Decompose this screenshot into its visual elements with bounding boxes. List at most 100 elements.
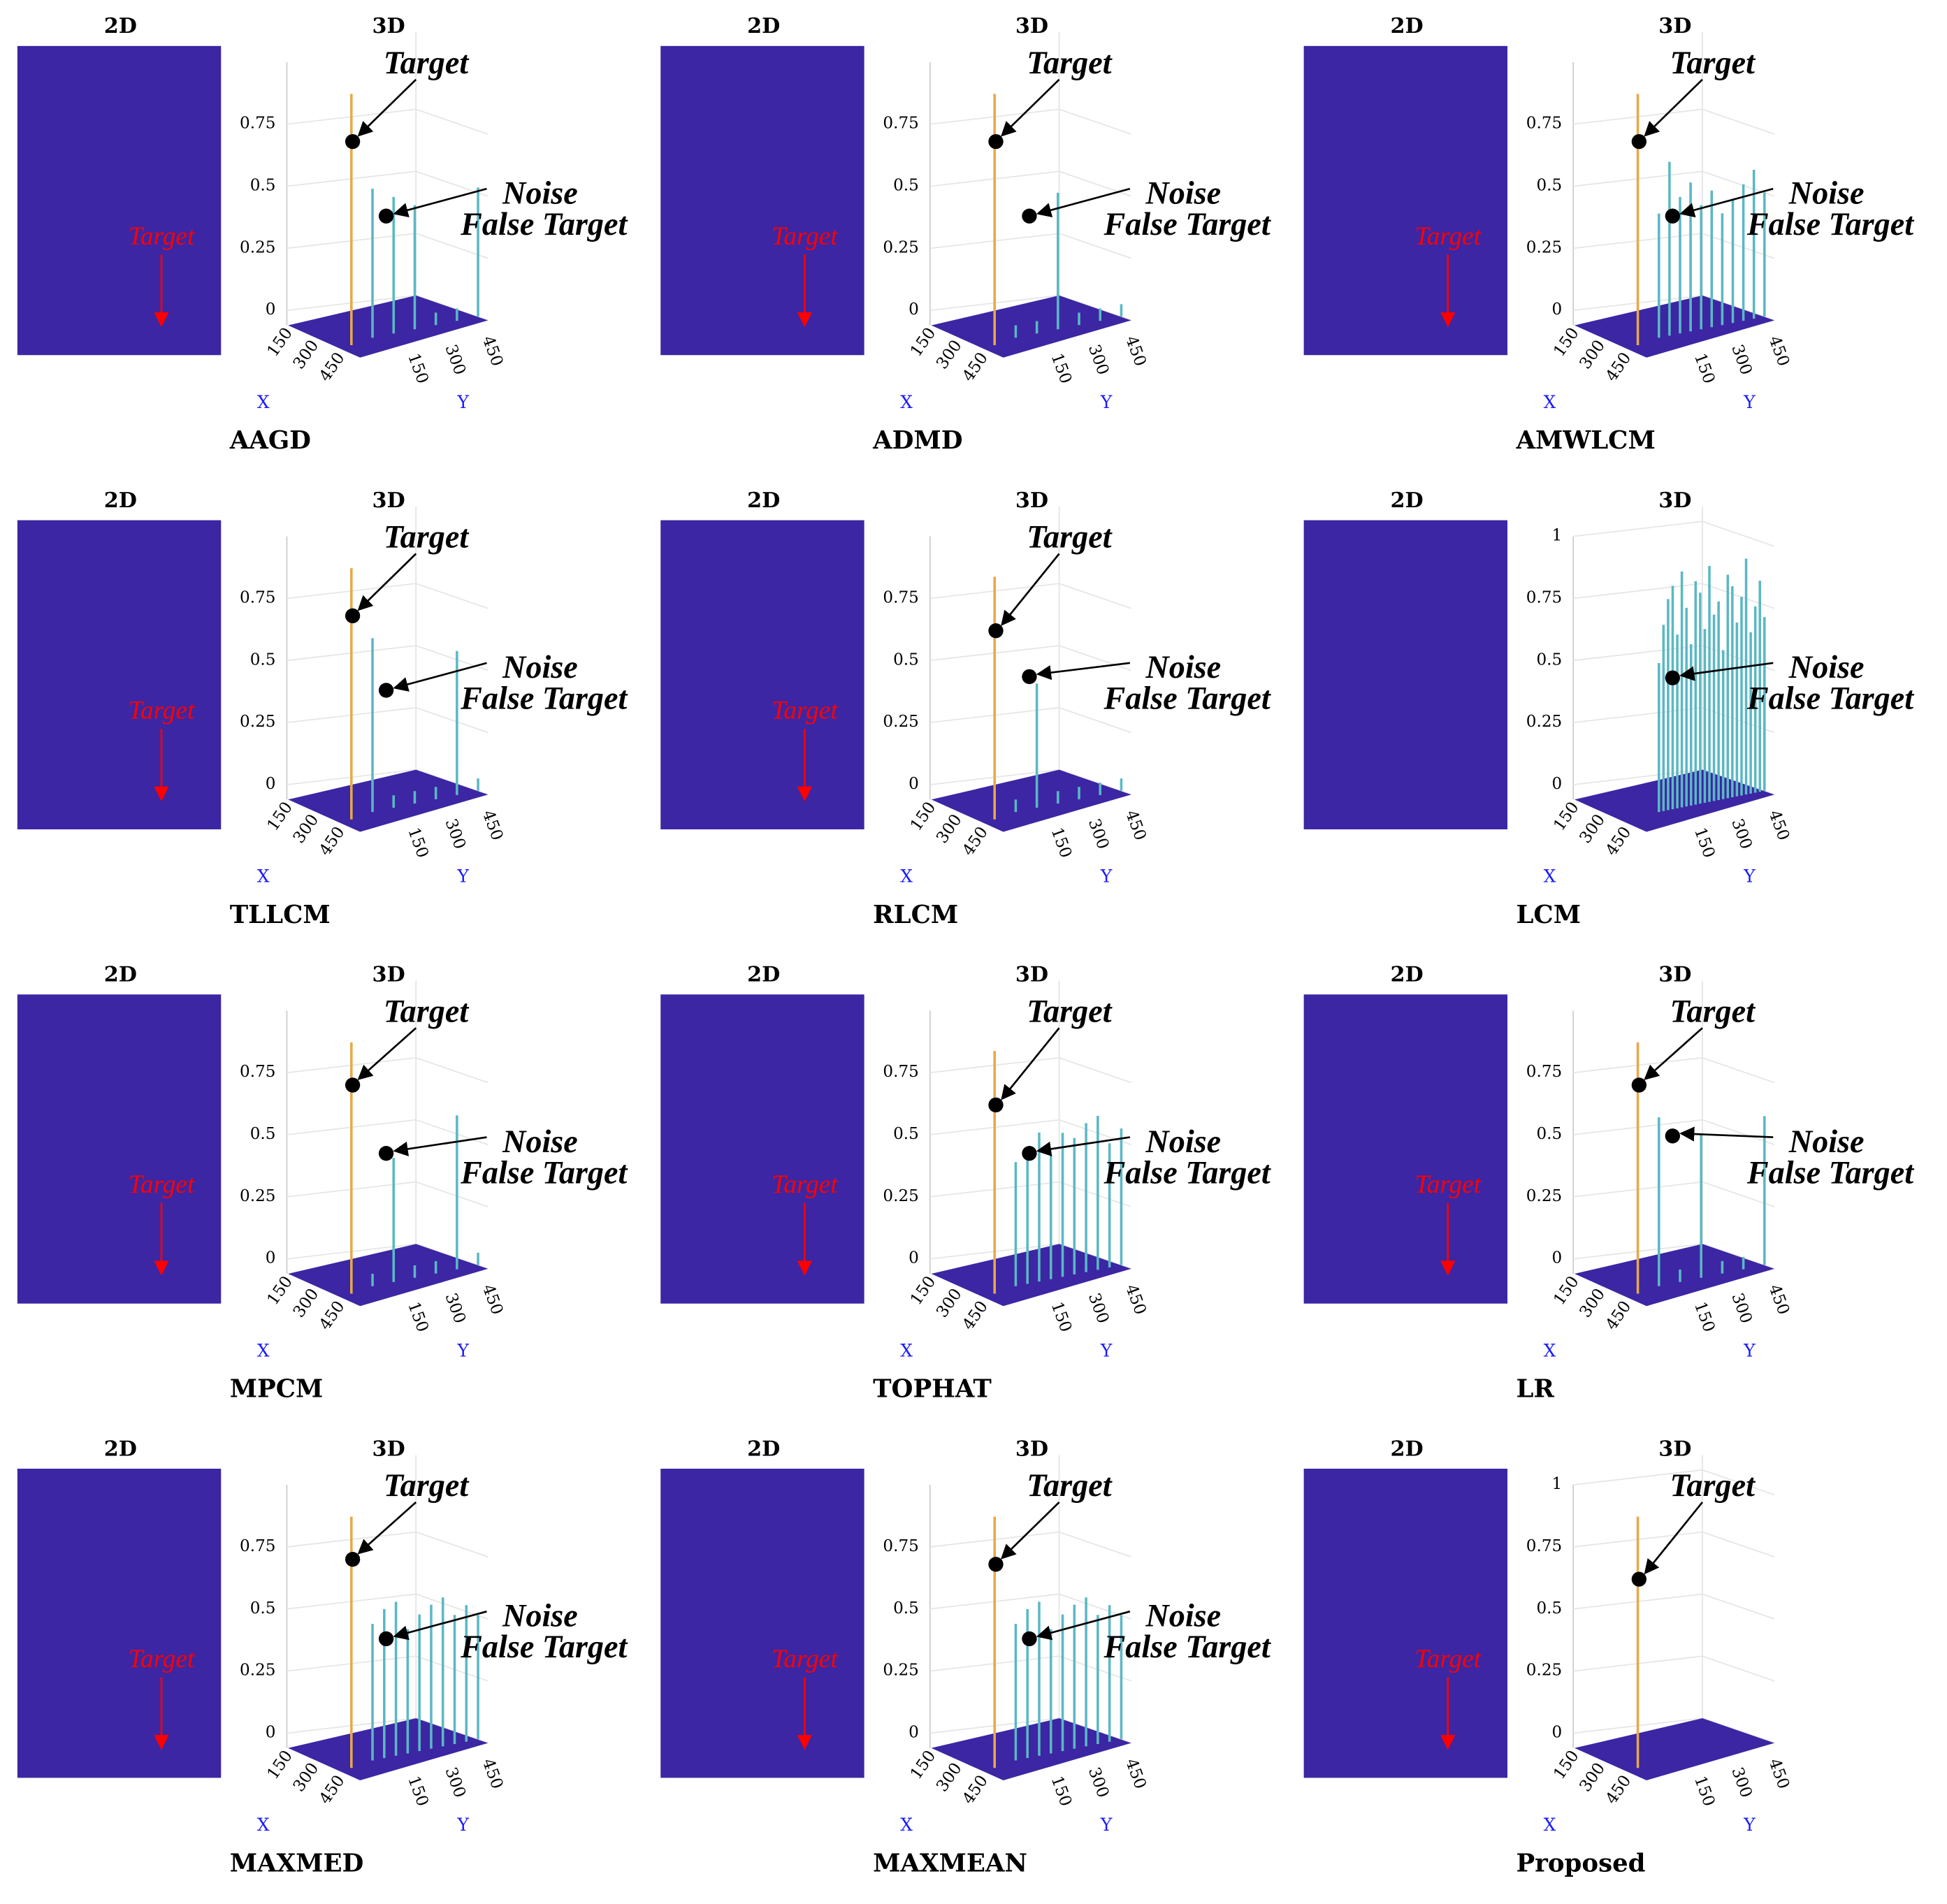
noise-marker <box>378 683 394 698</box>
target-marker <box>345 133 361 150</box>
noise-label: Noise <box>1788 649 1865 685</box>
x-tick-label: 450 <box>1602 1772 1635 1808</box>
noise-marker <box>1022 669 1037 685</box>
grid-line <box>1573 1181 1775 1207</box>
x-axis-label: X <box>900 1815 913 1835</box>
y-tick-label: 150 <box>1048 351 1076 386</box>
z-tick-label: 0.5 <box>250 177 276 195</box>
false-target-label: False Target <box>1746 1154 1914 1190</box>
x-tick-label: 150 <box>907 1273 940 1309</box>
noise-marker <box>378 1146 394 1161</box>
y-axis-label: Y <box>1743 1815 1756 1835</box>
x-tick-label: 150 <box>263 324 296 360</box>
x-tick-label: 450 <box>316 824 349 859</box>
target-label: Target <box>384 45 470 80</box>
grid-line <box>929 583 1131 609</box>
x-tick-label: 150 <box>1550 799 1583 834</box>
x-axis-label: X <box>900 866 913 887</box>
grid-line <box>1573 1655 1775 1682</box>
z-tick-label: 0 <box>266 300 276 319</box>
x-tick-label: 300 <box>290 1286 323 1321</box>
target-marker <box>988 133 1004 150</box>
grid-line <box>929 1655 1131 1682</box>
x-tick-label: 450 <box>959 1298 992 1333</box>
x-tick-label: 300 <box>933 1759 966 1795</box>
floor <box>288 769 488 832</box>
target-pointer <box>1001 553 1060 626</box>
noise-label: Noise <box>1145 1124 1221 1159</box>
floor <box>288 1244 488 1307</box>
y-tick-label: 450 <box>1765 333 1793 368</box>
false-target-label: False Target <box>1103 1629 1271 1664</box>
image-target-label: Target <box>129 1645 196 1673</box>
floor <box>1574 1718 1775 1780</box>
method-name: MAXMED <box>230 1849 364 1877</box>
z-tick-label: 0.75 <box>1526 1063 1562 1081</box>
x-axis-label: X <box>1544 1340 1556 1360</box>
grid-line <box>929 108 1131 135</box>
z-tick-label: 0.25 <box>240 1187 275 1205</box>
y-tick-label: 300 <box>441 817 469 852</box>
z-tick-label: 0 <box>1552 300 1563 319</box>
z-tick-label: 0 <box>909 1723 919 1741</box>
y-tick-label: 300 <box>441 1765 469 1800</box>
x-axis-label: X <box>900 1340 913 1360</box>
z-tick-label: 0.25 <box>883 238 918 256</box>
x-tick-label: 450 <box>316 1298 349 1333</box>
x-tick-label: 150 <box>263 799 296 834</box>
x-axis-label: X <box>1544 1815 1556 1835</box>
y-axis-label: Y <box>457 392 470 412</box>
noise-pointer <box>1036 1611 1131 1641</box>
y-tick-label: 150 <box>404 1300 432 1335</box>
noise-label: Noise <box>1788 175 1865 210</box>
y-tick-label: 150 <box>404 825 432 860</box>
y-tick-label: 300 <box>441 1291 469 1325</box>
false-target-label: False Target <box>1103 681 1271 716</box>
false-target-label: False Target <box>1746 681 1914 716</box>
grid-line <box>929 1056 1131 1084</box>
x-tick-label: 450 <box>1602 824 1635 859</box>
y-tick-label: 150 <box>1048 825 1076 860</box>
y-tick-label: 150 <box>1691 1300 1718 1335</box>
x-tick-label: 150 <box>1550 1273 1583 1309</box>
noise-marker <box>1022 1146 1037 1161</box>
target-pointer <box>357 78 417 137</box>
false-target-label: False Target <box>460 206 628 242</box>
x-tick-label: 150 <box>907 1747 940 1783</box>
y-axis-label: Y <box>1743 866 1756 887</box>
x-tick-label: 150 <box>1550 324 1583 360</box>
target-label: Target <box>1670 45 1756 80</box>
x-axis-label: X <box>1544 866 1556 887</box>
grid-line <box>287 170 488 197</box>
grid-line <box>287 645 488 671</box>
target-label: Target <box>384 993 470 1029</box>
y-tick-label: 300 <box>1728 1291 1756 1325</box>
z-tick-label: 0.5 <box>250 1599 276 1618</box>
y-tick-label: 150 <box>1691 1773 1718 1808</box>
y-tick-label: 150 <box>404 351 432 386</box>
target-label: Target <box>1670 1467 1756 1503</box>
y-axis-label: Y <box>1100 866 1113 887</box>
y-tick-label: 150 <box>1048 1300 1076 1335</box>
image-header: 2D <box>104 963 137 987</box>
false-target-label: False Target <box>460 681 628 716</box>
method-name: RLCM <box>873 901 958 929</box>
y-tick-label: 150 <box>1691 825 1718 860</box>
grid-line <box>1573 521 1775 547</box>
method-name: TLLCM <box>230 901 331 929</box>
grid-line <box>929 1119 1131 1146</box>
target-marker <box>345 608 361 624</box>
target-pointer <box>1000 1502 1060 1560</box>
grid-line <box>287 1593 488 1620</box>
z-tick-label: 1 <box>1552 1475 1563 1493</box>
method-name: TOPHAT <box>873 1375 992 1404</box>
z-tick-label: 0.25 <box>1526 238 1562 256</box>
y-tick-label: 300 <box>1728 342 1756 377</box>
image-header: 2D <box>1391 14 1424 38</box>
